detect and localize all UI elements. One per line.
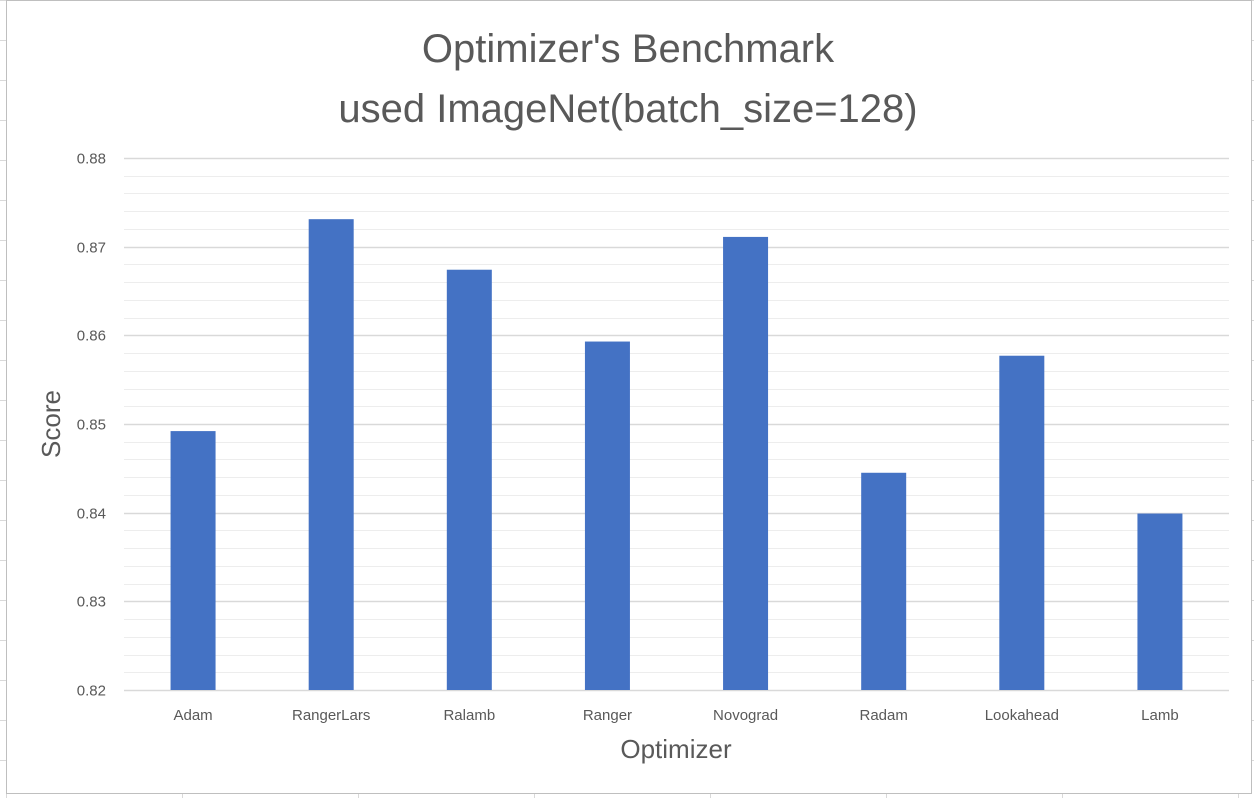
- bar-novograd[interactable]: [723, 236, 769, 690]
- y-tick-label: 0.87: [77, 240, 106, 257]
- y-tick-label: 0.82: [77, 683, 106, 700]
- x-category-label: RangerLars: [292, 707, 370, 724]
- y-tick-label: 0.88: [77, 151, 106, 168]
- bar-rangerlars[interactable]: [308, 219, 354, 690]
- chart-title-line-2: used ImageNet(batch_size=128): [338, 87, 917, 131]
- y-tick-label: 0.83: [77, 594, 106, 611]
- bar-lookahead[interactable]: [999, 355, 1045, 690]
- bar-adam[interactable]: [170, 431, 216, 690]
- y-tick-label: 0.84: [77, 506, 106, 523]
- bar-ralamb[interactable]: [446, 269, 492, 690]
- y-axis-tick-labels: 0.82 0.83 0.84 0.85 0.86 0.87 0.88: [77, 151, 106, 700]
- bar-series: [170, 219, 1183, 690]
- y-tick-label: 0.86: [77, 328, 106, 345]
- x-category-label: Lamb: [1141, 707, 1179, 724]
- y-tick-label: 0.85: [77, 417, 106, 434]
- x-category-label: Radam: [860, 707, 908, 724]
- bar-radam[interactable]: [861, 472, 907, 690]
- y-axis-title: Score: [36, 390, 66, 458]
- x-category-label: Novograd: [713, 707, 778, 724]
- bar-lamb[interactable]: [1137, 513, 1183, 690]
- chart-title-line-1: Optimizer's Benchmark: [422, 27, 835, 71]
- major-gridlines: [124, 157, 1229, 692]
- x-category-label: Ranger: [583, 707, 632, 724]
- x-category-label: Lookahead: [985, 707, 1059, 724]
- x-category-label: Ralamb: [443, 707, 495, 724]
- x-axis-title: Optimizer: [620, 734, 732, 764]
- x-axis-category-labels: Adam RangerLars Ralamb Ranger Novograd Radam L…: [173, 707, 1178, 724]
- bar-ranger[interactable]: [584, 341, 630, 690]
- x-category-label: Adam: [173, 707, 212, 724]
